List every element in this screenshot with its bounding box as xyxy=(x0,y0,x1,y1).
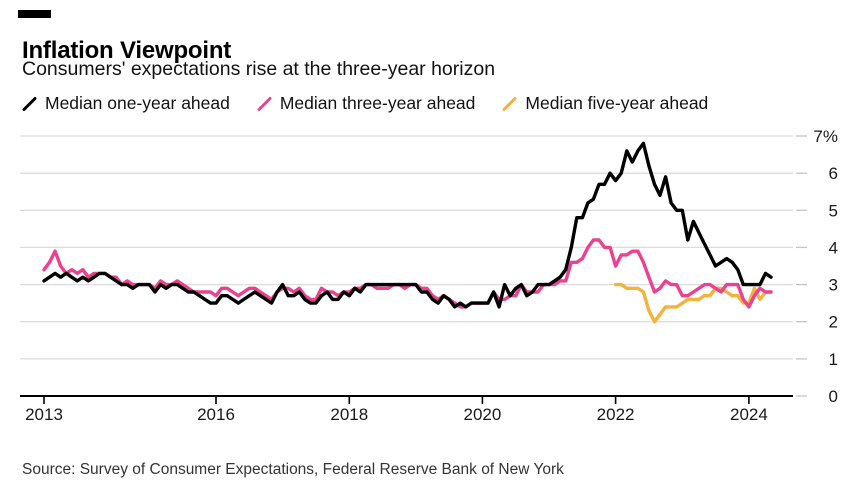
y-axis-label: 6 xyxy=(829,164,838,183)
y-axis-label: 3 xyxy=(829,276,838,295)
legend-slash-icon xyxy=(502,96,517,111)
series-line-one-year xyxy=(42,141,773,309)
page-subtitle: Consumers' expectations rise at the thre… xyxy=(22,58,496,80)
legend-label: Median three-year ahead xyxy=(279,93,476,113)
legend-item-five-year: Median five-year ahead xyxy=(501,93,708,114)
brand-bar xyxy=(18,10,51,18)
legend-label: Median five-year ahead xyxy=(525,93,709,113)
x-axis-label: 2018 xyxy=(330,405,368,424)
y-axis-label: 1 xyxy=(829,350,838,369)
y-axis-label: 4 xyxy=(829,238,838,257)
legend-slash-icon xyxy=(22,96,37,111)
page-title: Inflation Viewpoint xyxy=(22,37,232,65)
legend-label: Median one-year ahead xyxy=(45,93,230,113)
legend-item-one-year: Median one-year ahead xyxy=(21,93,230,114)
y-axis-label: 2 xyxy=(829,313,838,332)
source-note: Source: Survey of Consumer Expectations,… xyxy=(22,461,564,478)
y-axis-label: 7% xyxy=(813,127,838,146)
legend-item-three-year: Median three-year ahead xyxy=(256,93,476,114)
x-axis-label: 2022 xyxy=(597,405,635,424)
x-axis-label: 2020 xyxy=(463,405,501,424)
x-axis-label: 2016 xyxy=(197,405,235,424)
series-line-three-year xyxy=(42,238,773,309)
x-axis-label: 2013 xyxy=(25,405,63,424)
legend: Median one-year ahead Median three-year … xyxy=(21,93,734,114)
y-axis-label: 0 xyxy=(829,387,838,406)
y-axis-label: 5 xyxy=(829,201,838,220)
x-axis-label: 2024 xyxy=(730,405,768,424)
legend-slash-icon xyxy=(257,96,272,111)
